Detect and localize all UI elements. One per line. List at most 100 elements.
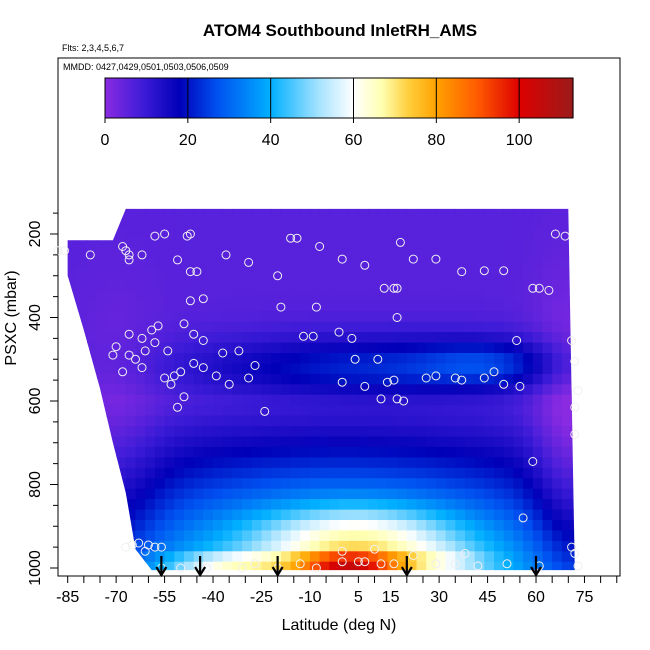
heatmap-cell [465, 561, 476, 571]
heatmap-cell [106, 530, 117, 542]
heatmap-cell [542, 394, 553, 406]
heatmap-cell [339, 321, 350, 333]
heatmap-cell [426, 332, 437, 343]
heatmap-cell [513, 520, 524, 531]
heatmap-cell [552, 300, 563, 312]
heatmap-cell [174, 488, 185, 500]
heatmap-cell [368, 572, 378, 583]
heatmap-cell [87, 353, 98, 364]
heatmap-cell [552, 208, 563, 218]
heatmap-cell [165, 572, 175, 583]
heatmap-cell [184, 300, 195, 312]
heatmap-cell [523, 332, 534, 343]
heatmap-cell [242, 509, 253, 521]
colorbar-segment [267, 78, 270, 118]
observation-point [273, 271, 283, 281]
heatmap-cell [377, 217, 388, 229]
colorbar-segment [301, 78, 304, 118]
heatmap-cell [174, 373, 185, 385]
heatmap-cell [67, 394, 78, 406]
observation-point [499, 266, 509, 276]
heatmap-cell [251, 509, 262, 521]
colorbar-segment [507, 78, 510, 118]
heatmap-cell [542, 561, 553, 571]
heatmap-cell [232, 269, 243, 281]
heatmap-cell [87, 467, 98, 479]
heatmap-cell [135, 488, 146, 500]
heatmap-cell [222, 227, 233, 239]
heatmap-cell [348, 509, 359, 521]
heatmap-cell [552, 509, 563, 521]
heatmap-cell [261, 238, 272, 250]
heatmap-cell [251, 426, 262, 437]
heatmap-cell [135, 332, 146, 343]
observation-point [156, 542, 166, 552]
heatmap-cell [154, 248, 166, 260]
heatmap-cell [222, 478, 233, 490]
heatmap-cell [445, 426, 456, 437]
heatmap-cell [397, 238, 408, 250]
heatmap-cell [271, 530, 282, 542]
heatmap-cell [154, 217, 166, 229]
heatmap-cell [135, 279, 146, 291]
heatmap-cell [222, 446, 233, 458]
heatmap-cell [339, 436, 350, 448]
heatmap-cell [116, 394, 127, 406]
heatmap-cell [494, 342, 505, 354]
heatmap-cell [319, 540, 330, 552]
observation-point [512, 336, 522, 345]
heatmap-cell [154, 269, 166, 281]
heatmap-cell [164, 499, 175, 510]
heatmap-cell [125, 290, 136, 302]
colorbar-segment [151, 78, 154, 118]
heatmap-cell [552, 290, 563, 302]
heatmap-cell [474, 227, 485, 239]
heatmap-cell [87, 394, 98, 406]
heatmap-cell [348, 551, 359, 563]
colorbar-segment [371, 78, 374, 118]
colorbar-segment [421, 78, 424, 118]
heatmap-cell [96, 373, 107, 385]
colorbar-segment [363, 78, 366, 118]
heatmap-cell [135, 238, 146, 250]
observation-point [124, 250, 134, 260]
heatmap-cell [416, 208, 427, 218]
observation-point [189, 329, 199, 339]
heatmap-cell [145, 332, 156, 343]
heatmap-cell [329, 551, 340, 563]
heatmap-cell [484, 520, 495, 531]
heatmap-cell [377, 269, 388, 281]
heatmap-cell [261, 321, 272, 333]
heatmap-cell [261, 373, 272, 385]
heatmap-cell [145, 426, 156, 437]
heatmap-cell [193, 446, 204, 458]
observation-point [260, 406, 270, 416]
heatmap-cell [484, 300, 495, 312]
heatmap-cell [184, 499, 195, 510]
heatmap-cell [261, 353, 272, 364]
colorbar-segment [127, 78, 130, 118]
heatmap-cell [552, 488, 563, 500]
heatmap-cell [222, 415, 233, 427]
observation-point [370, 544, 379, 554]
observation-point [137, 250, 147, 260]
heatmap-cell [552, 520, 563, 531]
heatmap-cell [261, 248, 272, 260]
heatmap-cell [203, 426, 214, 437]
heatmap-cell [290, 446, 301, 458]
colorbar-segment [313, 78, 316, 118]
heatmap-cell [261, 217, 272, 229]
heatmap-cell [523, 478, 534, 490]
observation-point [457, 267, 467, 277]
heatmap-cell [242, 311, 253, 323]
heatmap-cell [251, 217, 262, 229]
heatmap-cell [125, 373, 136, 385]
heatmap-cell [135, 290, 146, 302]
heatmap-cell [377, 561, 388, 571]
heatmap-cell [387, 446, 398, 458]
heatmap-cell [77, 415, 88, 427]
heatmap-cell [222, 394, 233, 406]
heatmap-cell [174, 561, 185, 571]
heatmap-cell [426, 457, 437, 469]
heatmap-cell [339, 572, 349, 583]
